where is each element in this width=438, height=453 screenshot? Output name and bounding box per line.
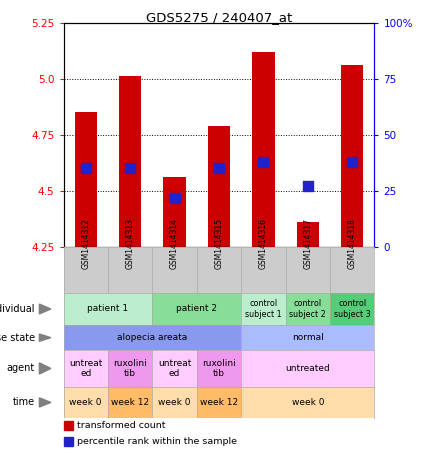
Bar [64, 421, 73, 430]
Text: patient 1: patient 1 [87, 304, 128, 313]
Text: GSM1414318: GSM1414318 [348, 218, 357, 269]
Text: GSM1414315: GSM1414315 [215, 218, 223, 269]
Text: control
subject 2: control subject 2 [290, 299, 326, 319]
Text: week 12: week 12 [200, 398, 238, 407]
Text: individual: individual [0, 304, 35, 314]
Bar [297, 222, 319, 247]
Text: untreat
ed: untreat ed [69, 359, 102, 378]
Text: GSM1414317: GSM1414317 [304, 218, 312, 269]
Text: GSM1414316: GSM1414316 [259, 218, 268, 269]
Text: GSM1414314: GSM1414314 [170, 218, 179, 269]
Point [260, 158, 267, 165]
Point [127, 165, 134, 172]
Text: untreat
ed: untreat ed [158, 359, 191, 378]
Point [349, 158, 356, 165]
Text: week 0: week 0 [158, 398, 191, 407]
Text: week 0: week 0 [292, 398, 324, 407]
Polygon shape [39, 363, 51, 374]
Text: GSM1414312: GSM1414312 [81, 218, 90, 269]
Text: time: time [13, 397, 35, 407]
Text: ruxolini
tib: ruxolini tib [113, 359, 147, 378]
Bar [252, 52, 275, 247]
Bar [119, 77, 141, 247]
Text: ruxolini
tib: ruxolini tib [202, 359, 236, 378]
Text: week 12: week 12 [111, 398, 149, 407]
Point [171, 194, 178, 201]
Text: alopecia areata: alopecia areata [117, 333, 187, 342]
Text: percentile rank within the sample: percentile rank within the sample [77, 437, 237, 446]
Text: patient 2: patient 2 [176, 304, 217, 313]
Text: disease state: disease state [0, 333, 35, 342]
Text: control
subject 3: control subject 3 [334, 299, 371, 319]
Text: agent: agent [7, 363, 35, 373]
Polygon shape [39, 334, 51, 341]
Text: untreated: untreated [286, 364, 330, 373]
Point [304, 183, 311, 190]
Text: control
subject 1: control subject 1 [245, 299, 282, 319]
Bar [341, 65, 364, 247]
Text: GDS5275 / 240407_at: GDS5275 / 240407_at [146, 11, 292, 24]
Text: transformed count: transformed count [77, 421, 165, 430]
Point [215, 165, 223, 172]
Bar [74, 112, 97, 247]
Bar [163, 178, 186, 247]
Point [82, 165, 89, 172]
Text: GSM1414313: GSM1414313 [126, 218, 134, 269]
Polygon shape [39, 304, 51, 314]
Text: week 0: week 0 [70, 398, 102, 407]
Polygon shape [39, 398, 51, 407]
Bar [64, 437, 73, 446]
Bar [208, 126, 230, 247]
Text: normal: normal [292, 333, 324, 342]
